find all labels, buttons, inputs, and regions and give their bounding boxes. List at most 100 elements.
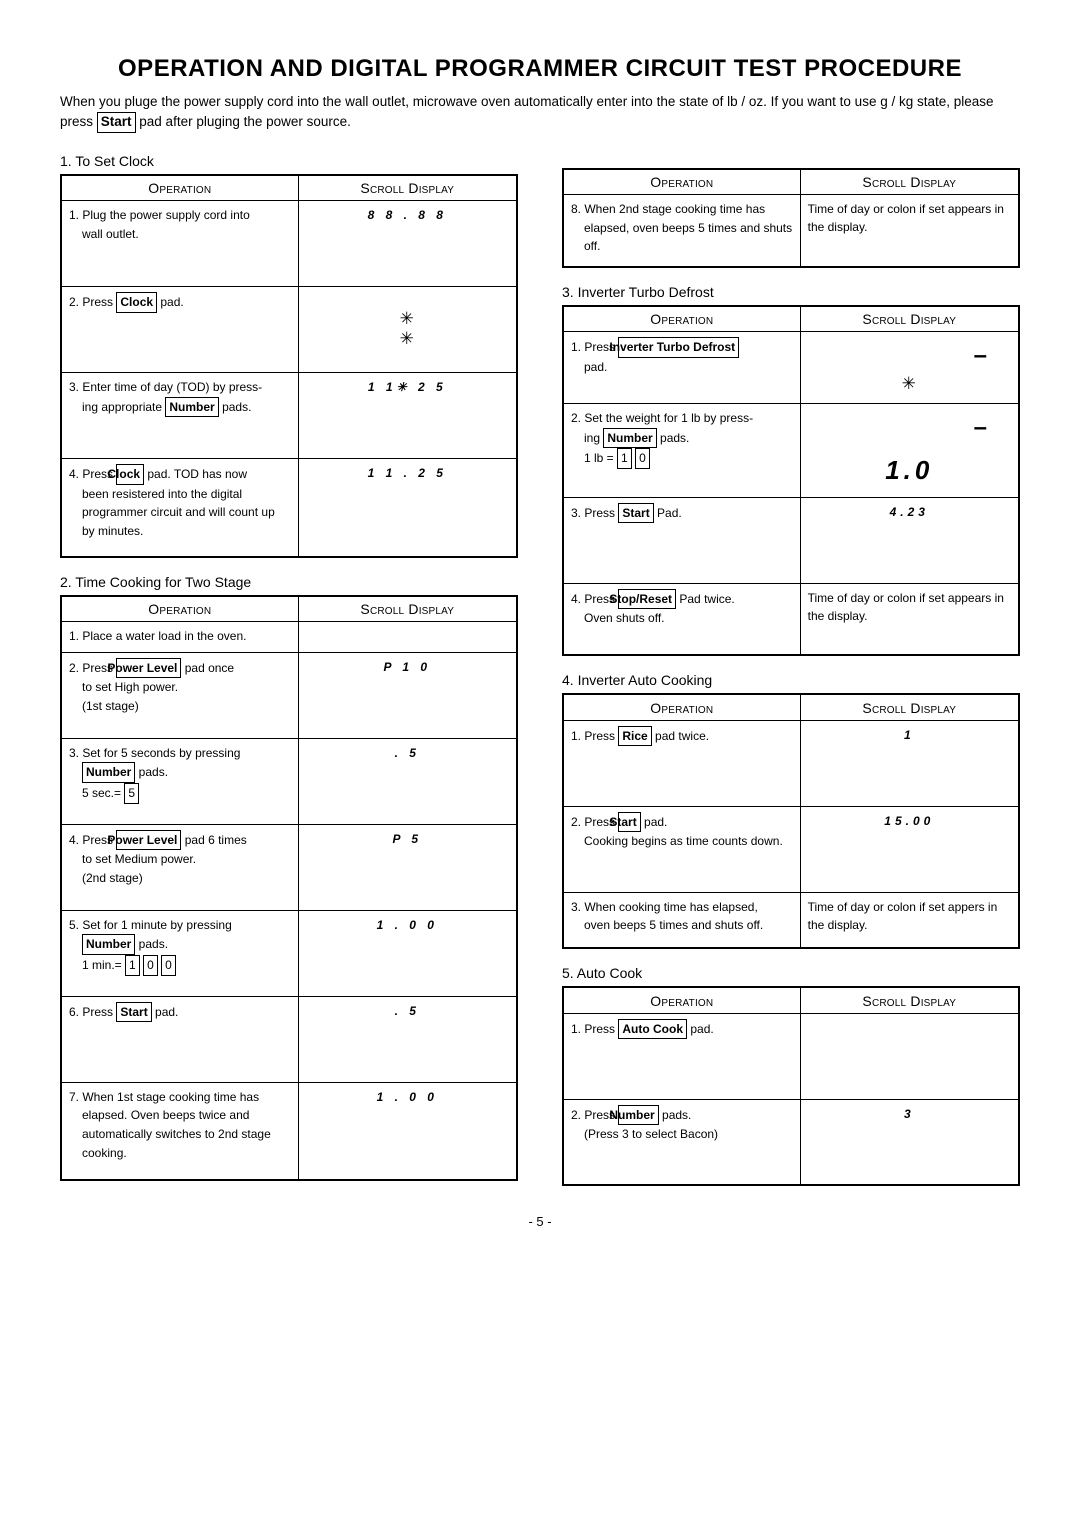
rice-pad: Rice: [618, 726, 651, 747]
s3-r3-disp: 4.23: [800, 497, 1019, 583]
s1-r1-op: 1. Plug the power supply cord into wall …: [61, 201, 298, 287]
d: . 5: [306, 1002, 509, 1021]
s4-r1-op: 1. Press Rice pad twice.: [563, 720, 800, 806]
d: 3: [808, 1105, 1011, 1124]
s1-r3-disp: 1 1✳ 2 5: [298, 373, 517, 459]
col-display: Scroll Display: [298, 596, 517, 622]
s2-r1-op: 1. Place a water load in the oven.: [61, 622, 298, 653]
t: pad.: [687, 1022, 714, 1036]
d: 1.0: [808, 450, 1011, 490]
section-5-table: Operation Scroll Display 1. Press Auto C…: [562, 986, 1020, 1186]
intro-text: When you pluge the power supply cord int…: [60, 93, 1020, 133]
t: wall outlet.: [69, 225, 291, 244]
t: pad.: [157, 295, 184, 309]
d: P 5: [306, 830, 509, 849]
clock-pad: Clock: [116, 292, 157, 313]
col-display: Scroll Display: [800, 169, 1019, 195]
page-number: - 5 -: [60, 1214, 1020, 1229]
number-pad: Number: [165, 397, 218, 418]
s2-r6-disp: . 5: [298, 996, 517, 1082]
t: ing appropriate: [82, 400, 165, 414]
powerlevel-pad: Power Level: [116, 658, 181, 679]
s1-r4-op: 4. Press Clock pad. TOD has now been res…: [61, 459, 298, 557]
start-pad: Start: [618, 812, 640, 833]
section-1-title: 1. To Set Clock: [60, 153, 518, 169]
t: elapsed. Oven beeps twice and automatica…: [69, 1106, 291, 1162]
number-pad: Number: [618, 1105, 658, 1126]
s3-r2-op: 2. Set the weight for 1 lb by press- ing…: [563, 404, 800, 497]
t: Pad twice.: [676, 592, 735, 606]
s2-r2-op: 2. Press Power Level pad once to set Hig…: [61, 652, 298, 738]
t: pads.: [135, 765, 168, 779]
s3-r2-disp: – 1.0: [800, 404, 1019, 497]
section-4-table: Operation Scroll Display 1. Press Rice p…: [562, 693, 1020, 949]
t: pad once: [181, 661, 234, 675]
t: 3. Enter time of day (TOD) by press-: [69, 380, 262, 394]
s4-r2-op: 2. Press Start pad. Cooking begins as ti…: [563, 806, 800, 892]
t: 1 lb =: [584, 451, 617, 465]
s1-r4-disp: 1 1 . 2 5: [298, 459, 517, 557]
t: 1. Press: [571, 1022, 618, 1036]
digit-0: 0: [143, 955, 158, 976]
d: Time of day or colon if set appers in th…: [808, 900, 998, 932]
t: elapsed, oven beeps 5 times and shuts of…: [571, 219, 793, 256]
t: 5. Set for 1 minute by pressing: [69, 918, 232, 932]
page-title: Operation And Digital Programmer Circuit…: [60, 55, 1020, 83]
s2-r4-disp: P 5: [298, 824, 517, 910]
t: pads.: [219, 400, 252, 414]
digit-1: 1: [125, 955, 140, 976]
s5-r1-disp: [800, 1013, 1019, 1099]
d: 1 . 0 0: [306, 916, 509, 935]
d: 8 8 . 8 8: [306, 206, 509, 225]
t: (1st stage): [69, 697, 291, 716]
s2-r5-op: 5. Set for 1 minute by pressing Number p…: [61, 910, 298, 996]
s5-r2-op: 2. Press Number pads. (Press 3 to select…: [563, 1099, 800, 1185]
col-operation: Operation: [61, 175, 298, 201]
s5-r1-op: 1. Press Auto Cook pad.: [563, 1013, 800, 1099]
sym: ✳✳: [400, 309, 415, 349]
t: pad twice.: [652, 729, 709, 743]
digit-5: 5: [124, 783, 139, 804]
d: 15.00: [808, 812, 1011, 831]
s2b-r8-disp: Time of day or colon if set appears in t…: [800, 195, 1019, 267]
s1-r2-op: 2. Press Clock pad.: [61, 287, 298, 373]
s1-r2-disp: ✳✳: [298, 287, 517, 373]
dash: –: [808, 409, 1011, 446]
t: pad. TOD has now: [144, 467, 247, 481]
section-4-title: 4. Inverter Auto Cooking: [562, 672, 1020, 688]
t: Cooking begins as time counts down.: [571, 832, 793, 851]
digit-1: 1: [617, 448, 632, 469]
clock-pad: Clock: [116, 464, 144, 485]
intro-b: pad after pluging the power source.: [136, 114, 351, 129]
s2-r3-disp: . 5: [298, 738, 517, 824]
col-operation: Operation: [61, 596, 298, 622]
s3-r1-disp: – ✳: [800, 332, 1019, 404]
t: 7. When 1st stage cooking time has: [69, 1090, 259, 1104]
t: 1. Place a water load in the oven.: [69, 629, 246, 643]
s2-r3-op: 3. Set for 5 seconds by pressing Number …: [61, 738, 298, 824]
t: 1. Press: [571, 729, 618, 743]
s3-r1-op: 1. Press Inverter Turbo Defrost pad.: [563, 332, 800, 404]
t: pads.: [657, 431, 690, 445]
defrost-pad: Inverter Turbo Defrost: [618, 337, 739, 358]
section-5-title: 5. Auto Cook: [562, 965, 1020, 981]
t: to set Medium power.: [69, 850, 291, 869]
start-pad: Start: [116, 1002, 151, 1023]
s1-r1-disp: 8 8 . 8 8: [298, 201, 517, 287]
d: 1 1✳ 2 5: [306, 378, 509, 397]
t: been resistered into the digital program…: [69, 485, 291, 541]
t: Oven shuts off.: [571, 609, 793, 628]
col-operation: Operation: [563, 169, 800, 195]
section-3-title: 3. Inverter Turbo Defrost: [562, 284, 1020, 300]
col-operation: Operation: [563, 694, 800, 720]
col-operation: Operation: [563, 987, 800, 1013]
t: 3. Set for 5 seconds by pressing: [69, 746, 240, 760]
col-display: Scroll Display: [800, 694, 1019, 720]
t: 2. Set the weight for 1 lb by press-: [571, 411, 753, 425]
d: . 5: [306, 744, 509, 763]
s2-r7-op: 7. When 1st stage cooking time has elaps…: [61, 1082, 298, 1180]
s4-r3-disp: Time of day or colon if set appers in th…: [800, 892, 1019, 948]
d: 4.23: [808, 503, 1011, 522]
d: P 1 0: [306, 658, 509, 677]
number-pad: Number: [82, 762, 135, 783]
